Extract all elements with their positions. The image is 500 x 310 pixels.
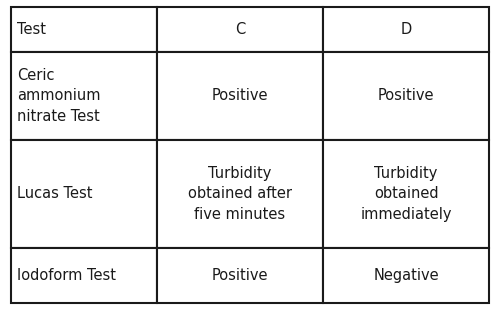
Bar (11, 7, 157, 52)
Text: Turbidity
obtained
immediately: Turbidity obtained immediately (360, 166, 452, 222)
Bar (11, 248, 157, 303)
Text: Ceric
ammonium
nitrate Test: Ceric ammonium nitrate Test (17, 68, 100, 124)
Text: Iodoform Test: Iodoform Test (17, 268, 116, 283)
Bar (323, 248, 489, 303)
Text: Negative: Negative (374, 268, 439, 283)
Text: Positive: Positive (212, 88, 268, 104)
Text: Lucas Test: Lucas Test (17, 187, 92, 202)
Text: Test: Test (17, 22, 46, 37)
Text: D: D (400, 22, 411, 37)
Text: C: C (235, 22, 245, 37)
Bar (323, 140, 489, 248)
Bar (157, 140, 323, 248)
Bar (157, 248, 323, 303)
Text: Positive: Positive (378, 88, 434, 104)
Bar (157, 7, 323, 52)
Bar (11, 52, 157, 140)
Bar (157, 52, 323, 140)
Bar (11, 140, 157, 248)
Text: Positive: Positive (212, 268, 268, 283)
Bar (323, 7, 489, 52)
Text: Turbidity
obtained after
five minutes: Turbidity obtained after five minutes (188, 166, 292, 222)
Bar (323, 52, 489, 140)
